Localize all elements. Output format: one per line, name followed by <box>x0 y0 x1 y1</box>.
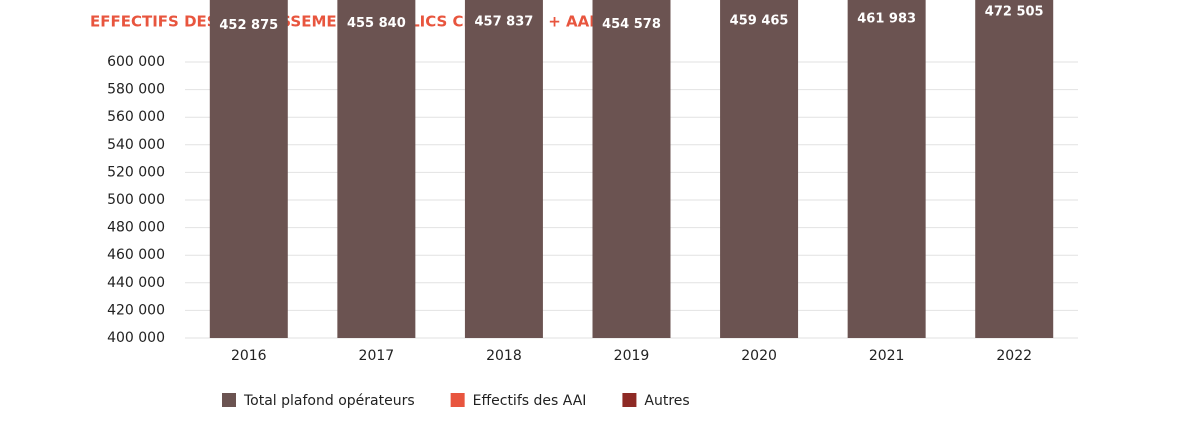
y-tick-label: 520 000 <box>107 164 165 180</box>
x-tick-label: 2019 <box>614 348 650 364</box>
data-label: 455 840 <box>347 16 406 31</box>
y-tick-label: 480 000 <box>107 220 165 236</box>
bar-segment <box>209 0 288 338</box>
y-tick-label: 600 000 <box>107 54 165 70</box>
bar-segment <box>720 0 799 338</box>
y-tick-label: 400 000 <box>107 330 165 346</box>
y-tick-label: 500 000 <box>107 192 165 208</box>
bar-segment <box>592 0 671 338</box>
x-tick-label: 2016 <box>231 348 267 364</box>
legend-swatch <box>222 393 236 407</box>
bar-segment <box>847 0 926 338</box>
legend-label: Total plafond opérateurs <box>243 393 415 409</box>
legend-swatch <box>622 393 637 407</box>
x-tick-label: 2018 <box>486 348 522 364</box>
bar-segment <box>337 0 416 338</box>
y-tick-label: 580 000 <box>107 82 165 98</box>
x-tick-label: 2017 <box>359 348 395 364</box>
x-tick-label: 2020 <box>741 348 777 364</box>
legend-label: Effectifs des AAI <box>473 393 587 409</box>
y-tick-label: 560 000 <box>107 109 165 125</box>
y-tick-label: 540 000 <box>107 137 165 153</box>
y-tick-label: 420 000 <box>107 302 165 318</box>
y-tick-label: 440 000 <box>107 275 165 291</box>
x-tick-label: 2021 <box>869 348 905 364</box>
legend-swatch <box>450 393 465 407</box>
data-label: 454 578 <box>602 17 661 32</box>
legend-label: Autres <box>644 393 689 409</box>
data-label: 452 875 <box>219 18 278 33</box>
x-tick-label: 2022 <box>996 348 1032 364</box>
data-label: 461 983 <box>857 12 916 27</box>
y-tick-label: 460 000 <box>107 247 165 263</box>
bar-segment <box>464 0 543 338</box>
data-label: 457 837 <box>475 15 534 30</box>
data-label: 472 505 <box>985 4 1044 19</box>
data-label: 459 465 <box>730 13 789 28</box>
bar-segment <box>975 0 1054 338</box>
